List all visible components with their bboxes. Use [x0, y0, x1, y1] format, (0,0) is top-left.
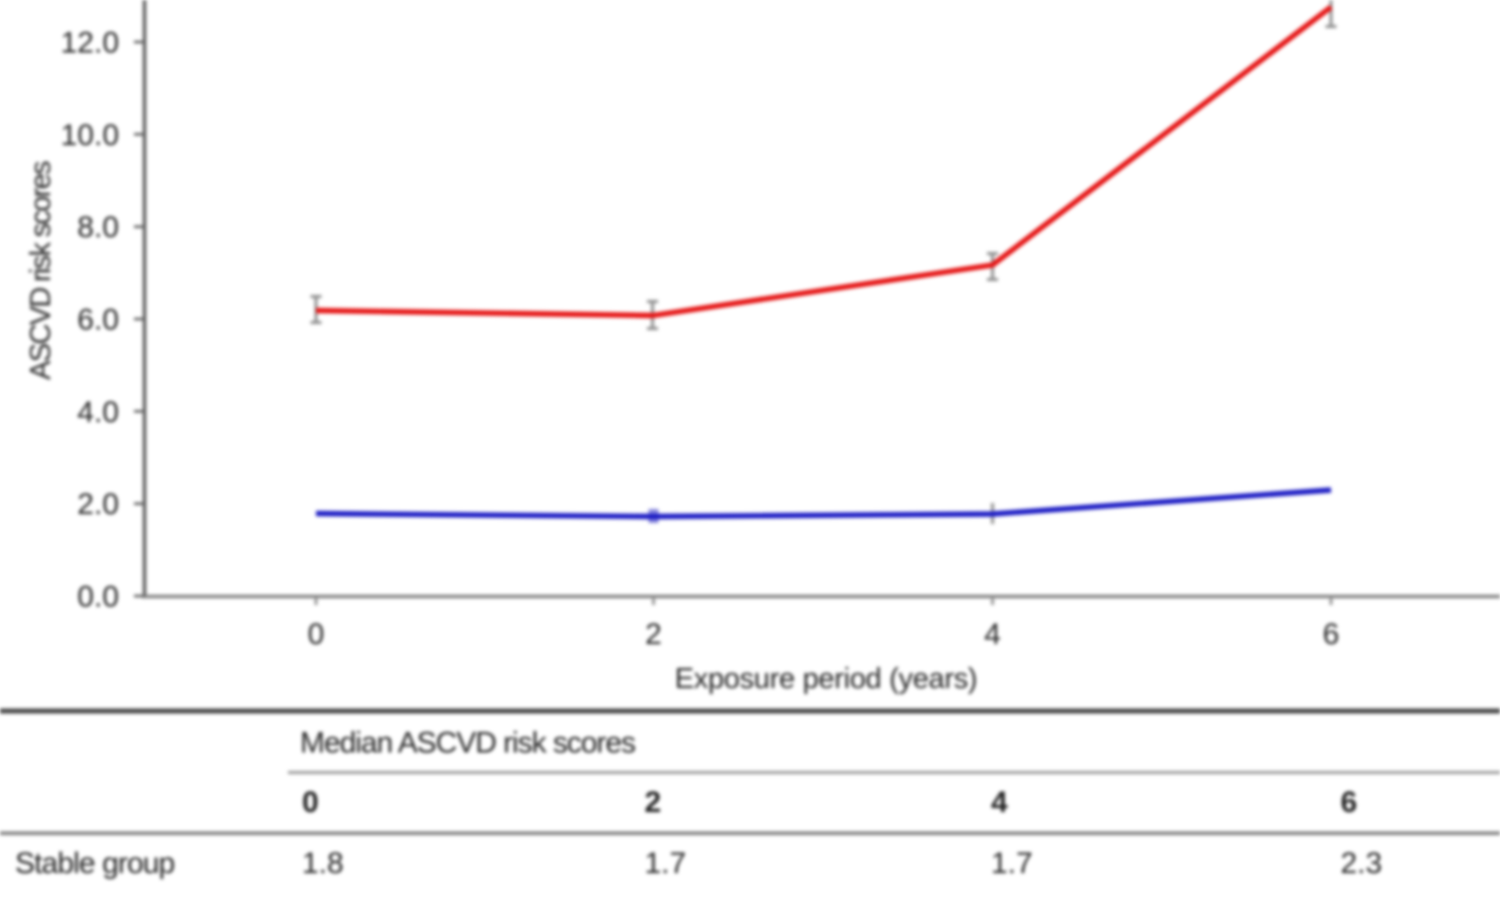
svg-text:12.0: 12.0 — [61, 27, 119, 60]
svg-text:1.7: 1.7 — [645, 847, 687, 880]
svg-text:8.0: 8.0 — [77, 211, 119, 244]
svg-text:6: 6 — [1323, 618, 1340, 651]
svg-text:0: 0 — [302, 786, 319, 819]
svg-text:6: 6 — [1341, 786, 1358, 819]
svg-text:Median ASCVD risk scores: Median ASCVD risk scores — [300, 727, 635, 760]
svg-text:ASCVD risk scores: ASCVD risk scores — [25, 161, 57, 380]
svg-text:4: 4 — [984, 618, 1001, 651]
svg-text:1.7: 1.7 — [991, 847, 1033, 880]
svg-text:2.3: 2.3 — [1341, 847, 1383, 880]
svg-text:Exposure period (years): Exposure period (years) — [675, 663, 978, 695]
svg-text:2.0: 2.0 — [77, 488, 119, 521]
svg-text:0: 0 — [308, 618, 325, 651]
svg-text:10.0: 10.0 — [61, 119, 119, 152]
svg-text:4: 4 — [991, 786, 1008, 819]
svg-text:2: 2 — [645, 618, 662, 651]
svg-text:4.0: 4.0 — [77, 396, 119, 429]
svg-text:0.0: 0.0 — [77, 581, 119, 614]
svg-text:6.0: 6.0 — [77, 304, 119, 337]
svg-text:2: 2 — [645, 786, 662, 819]
svg-text:Stable group: Stable group — [15, 847, 175, 880]
svg-text:1.8: 1.8 — [302, 847, 344, 880]
